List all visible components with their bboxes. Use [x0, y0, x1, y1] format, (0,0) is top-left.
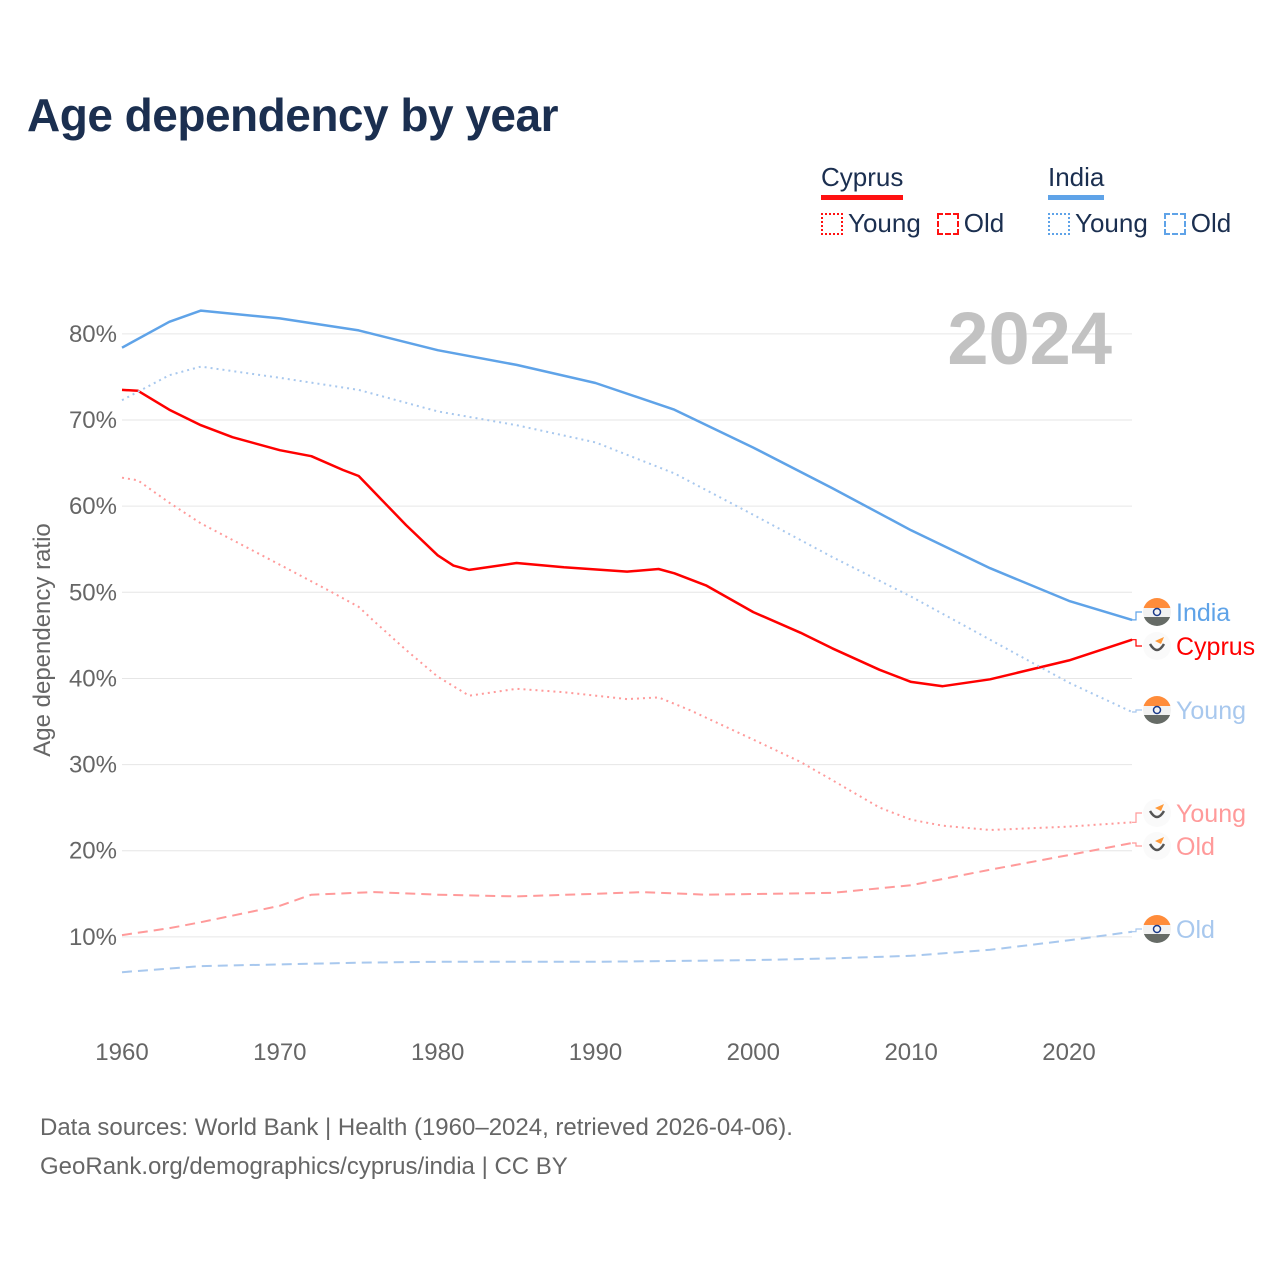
india-flag-icon — [1143, 598, 1171, 626]
x-tick-label: 1980 — [411, 1039, 464, 1066]
dashed-swatch-icon — [1163, 212, 1186, 235]
cyprus-flag-icon — [1143, 632, 1171, 660]
source-link[interactable]: GeoRank.org/demographics/cyprus/india | … — [40, 1153, 568, 1180]
series-end-label: Cyprus — [1176, 633, 1255, 661]
legend-india[interactable]: India — [1048, 162, 1105, 200]
x-tick-label: 2000 — [727, 1039, 780, 1066]
x-tick-label: 2020 — [1042, 1039, 1095, 1066]
source-note: Data sources: World Bank | Health (1960–… — [40, 1108, 793, 1186]
series-line-cyprus-old[interactable] — [121, 842, 1133, 937]
y-tick-label: 20% — [69, 838, 117, 865]
legend-cyprus-young[interactable]: Young — [821, 208, 921, 239]
legend-group-india: India Young Old — [1048, 162, 1231, 239]
y-axis-label: Age dependency ratio — [29, 523, 56, 757]
india-flag-icon — [1143, 696, 1171, 724]
label-connector — [1132, 639, 1142, 647]
year-badge: 2024 — [947, 297, 1112, 380]
label-connector — [1132, 812, 1142, 823]
legend-cyprus[interactable]: Cyprus — [821, 162, 904, 200]
label-connector — [1132, 842, 1142, 847]
series-end-label: India — [1176, 599, 1230, 627]
dashed-swatch-icon — [936, 212, 959, 235]
y-tick-label: 40% — [69, 665, 117, 692]
y-tick-label: 70% — [69, 407, 117, 434]
dotted-swatch-icon — [1048, 212, 1070, 235]
cyprus-flag-icon — [1143, 832, 1171, 860]
cyprus-flag-icon — [1143, 799, 1171, 827]
series-end-label: Old — [1176, 833, 1215, 861]
series-line-cyprus-young[interactable] — [121, 476, 1133, 831]
series-end-label: Young — [1176, 697, 1246, 725]
source-line: Data sources: World Bank | Health (1960–… — [40, 1114, 793, 1141]
chart-title: Age dependency by year — [27, 89, 558, 141]
y-tick-label: 50% — [69, 579, 117, 606]
india-flag-icon — [1143, 915, 1171, 943]
x-tick-label: 2010 — [884, 1039, 937, 1066]
label-connector — [1132, 928, 1142, 933]
label-connector — [1132, 611, 1142, 621]
legend-group-cyprus: Cyprus Young Old — [821, 162, 1004, 239]
x-tick-label: 1970 — [253, 1039, 306, 1066]
legend-cyprus-old[interactable]: Old — [936, 208, 1004, 239]
legend-india-young[interactable]: Young — [1048, 208, 1148, 239]
series-end-label: Old — [1176, 916, 1215, 944]
dotted-swatch-icon — [821, 212, 843, 235]
y-tick-label: 80% — [69, 321, 117, 348]
legend-india-old[interactable]: Old — [1163, 208, 1231, 239]
label-connector — [1132, 709, 1142, 713]
series-line-india[interactable] — [121, 309, 1133, 622]
series-line-india-old[interactable] — [121, 930, 1133, 974]
y-tick-label: 60% — [69, 493, 117, 520]
y-tick-label: 10% — [69, 924, 117, 951]
x-tick-label: 1960 — [95, 1039, 148, 1066]
series-line-india-young[interactable] — [121, 365, 1133, 713]
x-tick-label: 1990 — [569, 1039, 622, 1066]
series-line-cyprus[interactable] — [121, 388, 1133, 688]
y-tick-label: 30% — [69, 752, 117, 779]
series-end-label: Young — [1176, 800, 1246, 828]
